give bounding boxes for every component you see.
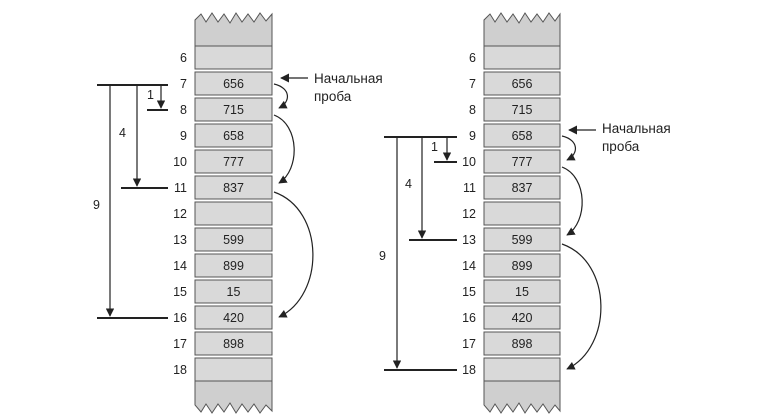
left-cell-value: 658 [223,129,244,143]
right-jump-9-10 [561,135,576,161]
left-cell [194,253,273,278]
left-row-index: 13 [173,233,187,247]
right-row-index: 9 [469,129,476,143]
left-row-index: 18 [173,363,187,377]
right-row-index: 14 [462,259,476,273]
left-step-label-9: 9 [93,198,100,212]
right-probe-label-line1: Начальная [602,121,671,136]
right-cell [483,331,561,356]
left-cell-value: 15 [227,285,241,299]
left-step-label-1: 1 [147,88,154,102]
left-cell-value: 837 [223,181,244,195]
right-cell-value: 420 [512,311,533,325]
right-row-index: 13 [462,233,476,247]
left-cell [194,331,273,356]
left-row-index: 12 [173,207,187,221]
left-cell [194,71,273,96]
left-cell [194,123,273,148]
right-step-label-1: 1 [431,140,438,154]
right-row-index: 15 [462,285,476,299]
left-cell [194,175,273,200]
right-step-label-9: 9 [379,249,386,263]
right-cell [483,305,561,330]
right-table-torn-bottom [483,380,561,414]
right-cell [483,227,561,252]
right-cell [483,45,561,70]
right-cell-value: 715 [512,103,533,117]
right-cell [483,357,561,382]
left-row-index: 6 [180,51,187,65]
left-row-index: 9 [180,129,187,143]
left-cell [194,149,273,174]
left-cell-value: 715 [223,103,244,117]
left-jump-8-11 [273,114,295,184]
left-cell-value: 599 [223,233,244,247]
right-step-label-4: 4 [405,177,412,191]
left-cell-value: 899 [223,259,244,273]
left-row-index: 17 [173,337,187,351]
right-row-index: 12 [462,207,476,221]
right-row-index: 10 [462,155,476,169]
left-cell [194,305,273,330]
left-row-index: 7 [180,77,187,91]
left-row-index: 10 [173,155,187,169]
left-table-torn-bottom [194,380,273,414]
right-cell [483,71,561,96]
right-cell [483,175,561,200]
left-step-label-4: 4 [119,126,126,140]
right-cell-value: 777 [512,155,533,169]
right-cell [483,123,561,148]
right-cell-value: 656 [512,77,533,91]
left-jump-11-16 [273,191,314,318]
right-row-index: 11 [463,181,476,195]
left-table-torn-top [194,12,273,47]
left-cell-value: 420 [223,311,244,325]
right-cell-value: 898 [512,337,533,351]
left-row-index: 8 [180,103,187,117]
left-cell [194,279,273,304]
right-row-index: 18 [462,363,476,377]
left-cell [194,45,273,70]
right-row-index: 17 [462,337,476,351]
right-cell-value: 837 [512,181,533,195]
right-cell-value: 599 [512,233,533,247]
right-cell-value: 899 [512,259,533,273]
right-cell [483,279,561,304]
right-cell [483,253,561,278]
left-row-index: 11 [174,181,187,195]
right-row-index: 6 [469,51,476,65]
left-cell [194,227,273,252]
left-row-index: 16 [173,311,187,325]
left-cell [194,97,273,122]
right-row-index: 8 [469,103,476,117]
left-jump-7-8 [273,83,288,109]
right-row-index: 16 [462,311,476,325]
left-row-index: 14 [173,259,187,273]
left-cell-value: 656 [223,77,244,91]
left-cell [194,357,273,382]
right-cell [483,97,561,122]
left-cell-value: 777 [223,155,244,169]
right-cell [483,149,561,174]
right-table-torn-top [483,12,561,47]
right-jump-10-13 [561,166,583,236]
right-cell-value: 15 [515,285,529,299]
left-cell [194,201,273,226]
right-probe-label-line2: проба [602,139,640,154]
right-jump-13-18 [561,243,602,370]
left-probe-label-line2: проба [314,89,352,104]
right-row-index: 7 [469,77,476,91]
left-row-index: 15 [173,285,187,299]
right-cell [483,201,561,226]
left-probe-label-line1: Начальная [314,71,383,86]
left-cell-value: 898 [223,337,244,351]
right-cell-value: 658 [512,129,533,143]
